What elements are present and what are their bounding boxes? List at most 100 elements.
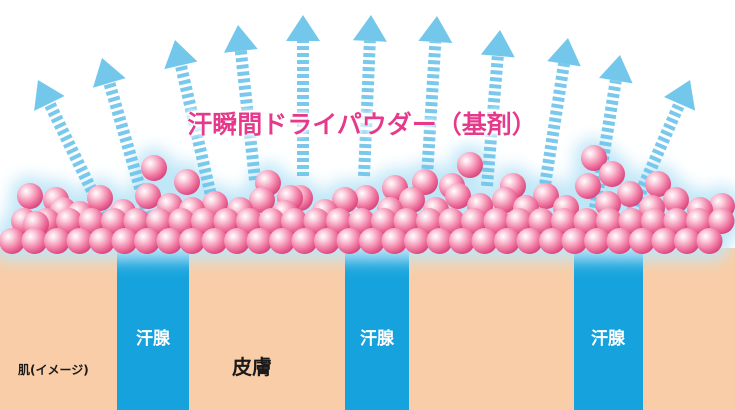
powder-particle [101,208,127,234]
sweat-glands [117,240,643,410]
evaporation-arrows [34,15,696,231]
skin-label: 皮膚 [232,355,272,379]
arrow-head-1 [34,80,65,111]
powder-particle [249,187,275,213]
powder-particle [123,208,150,234]
arrow-head-9 [547,38,581,67]
powder-particle [134,228,160,254]
powder-particle [561,228,588,254]
powder-particle [399,187,425,213]
powder-particle [674,228,700,254]
powder-particle [651,228,678,254]
powder-particle [617,181,643,207]
powder-particle [87,185,113,211]
arrow-head-4 [223,25,258,53]
sweat-gland-label-1: 汗腺 [136,328,171,349]
powder-particle [506,208,532,234]
arrow-shaft-9 [537,62,570,199]
powder-particle [281,208,307,234]
powder-particle [708,208,735,234]
powder-particle [551,208,577,234]
powder-particle [663,208,690,234]
powder-particle [581,145,607,171]
powder-particle [191,208,217,234]
powder-particle [528,208,555,234]
powder-particle [381,228,408,254]
powder-particle [135,183,161,209]
powder-particle [393,208,420,234]
powder-particle [573,208,600,234]
powder-particle [641,208,667,234]
powder-particle [44,228,70,254]
powder-particle [258,208,285,234]
skin-image-label: 肌(イメージ) [17,362,89,377]
powder-particle [353,185,379,211]
powder-particle [533,183,559,209]
powder-particle [438,208,465,234]
powder-particle [332,187,358,213]
powder-particle [645,171,671,197]
powder-particle [201,228,228,254]
powder-particle [416,208,442,234]
powder-particle [359,228,385,254]
powder-particle [426,228,453,254]
powder-particle [174,169,200,195]
powder-particle [599,161,625,187]
title-label: 汗瞬間ドライパウダー（基剤） [187,110,537,139]
powder-particle [213,208,240,234]
powder-particle [618,208,645,234]
powder-particle [179,228,205,254]
powder-particle [516,228,543,254]
powder-particle [336,228,363,254]
powder-particle [56,208,82,234]
powder-particle [494,228,520,254]
powder-particle [449,228,475,254]
powder-particle [141,155,167,181]
powder-particle [404,228,430,254]
powder-particle [461,208,487,234]
arrow-shaft-11 [626,101,686,215]
powder-particle [492,187,518,213]
arrow-head-11 [663,80,696,111]
powder-particle [89,228,115,254]
powder-particle [584,228,610,254]
powder-particle [66,228,93,254]
arrow-head-6 [352,15,387,42]
powder-particle [291,228,318,254]
arrow-shaft-4 [234,50,261,181]
powder-particle [146,208,172,234]
powder-particle [629,228,655,254]
sweat-gland-label-3: 汗腺 [591,328,626,349]
powder-particles [0,145,735,254]
powder-particle [314,228,340,254]
sweat-gland-1 [117,240,189,410]
powder-particle [445,183,471,209]
powder-particle [348,208,375,234]
powder-particle [483,208,510,234]
powder-particle [412,169,438,195]
powder-particle [606,228,633,254]
powder-particle [156,228,183,254]
powder-particle [236,208,262,234]
arrow-head-5 [286,15,320,41]
powder-particle [269,228,295,254]
arrow-head-3 [164,40,198,70]
arrow-shaft-6 [358,40,376,177]
sweat-gland-label-2: 汗腺 [360,328,395,349]
powder-particle [326,208,352,234]
arrow-head-2 [92,58,126,88]
powder-particle [17,183,43,209]
powder-particle [246,228,273,254]
powder-particle [457,152,483,178]
powder-particle [78,208,105,234]
sweat-gland-3 [574,240,643,410]
powder-particle [21,228,48,254]
powder-particle [303,208,330,234]
powder-particle [471,228,498,254]
powder-particle [224,228,250,254]
arrow-shaft-8 [481,55,504,187]
arrow-head-10 [599,55,633,84]
powder-particle [596,208,622,234]
